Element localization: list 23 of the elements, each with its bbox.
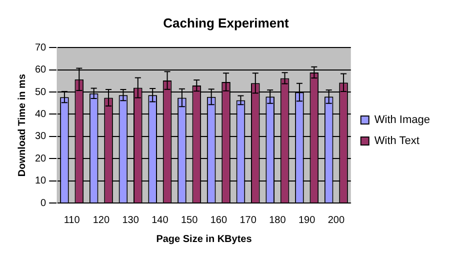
y-tick-label: 30: [35, 131, 47, 142]
x-tick-label: 160: [210, 214, 228, 226]
x-tick-label: 110: [64, 214, 80, 226]
x-tick-label: 190: [298, 214, 316, 226]
y-tick-label: 40: [35, 108, 47, 120]
y-tick-label: 70: [35, 42, 47, 54]
x-tick-label: 180: [269, 214, 286, 226]
legend-label: With Image: [374, 114, 430, 126]
x-tick-label: 170: [240, 214, 257, 226]
chart-title: Caching Experiment: [163, 15, 290, 30]
y-tick-label: 60: [35, 64, 47, 76]
x-tick-label: 120: [92, 214, 110, 226]
x-tick-label: 130: [122, 214, 140, 226]
legend-label: With Text: [374, 135, 420, 148]
y-tick-label: 10: [35, 176, 47, 187]
x-tick-label: 150: [180, 214, 198, 226]
x-tick-label: 140: [152, 214, 169, 226]
y-tick-label: 0: [40, 198, 47, 209]
x-axis-title: Page Size in KBytes: [156, 234, 252, 245]
y-axis-title: Download Time in ms: [16, 74, 28, 177]
x-tick-label: 200: [328, 214, 345, 226]
y-tick-label: 50: [35, 86, 47, 98]
y-tick-label: 20: [35, 153, 47, 164]
